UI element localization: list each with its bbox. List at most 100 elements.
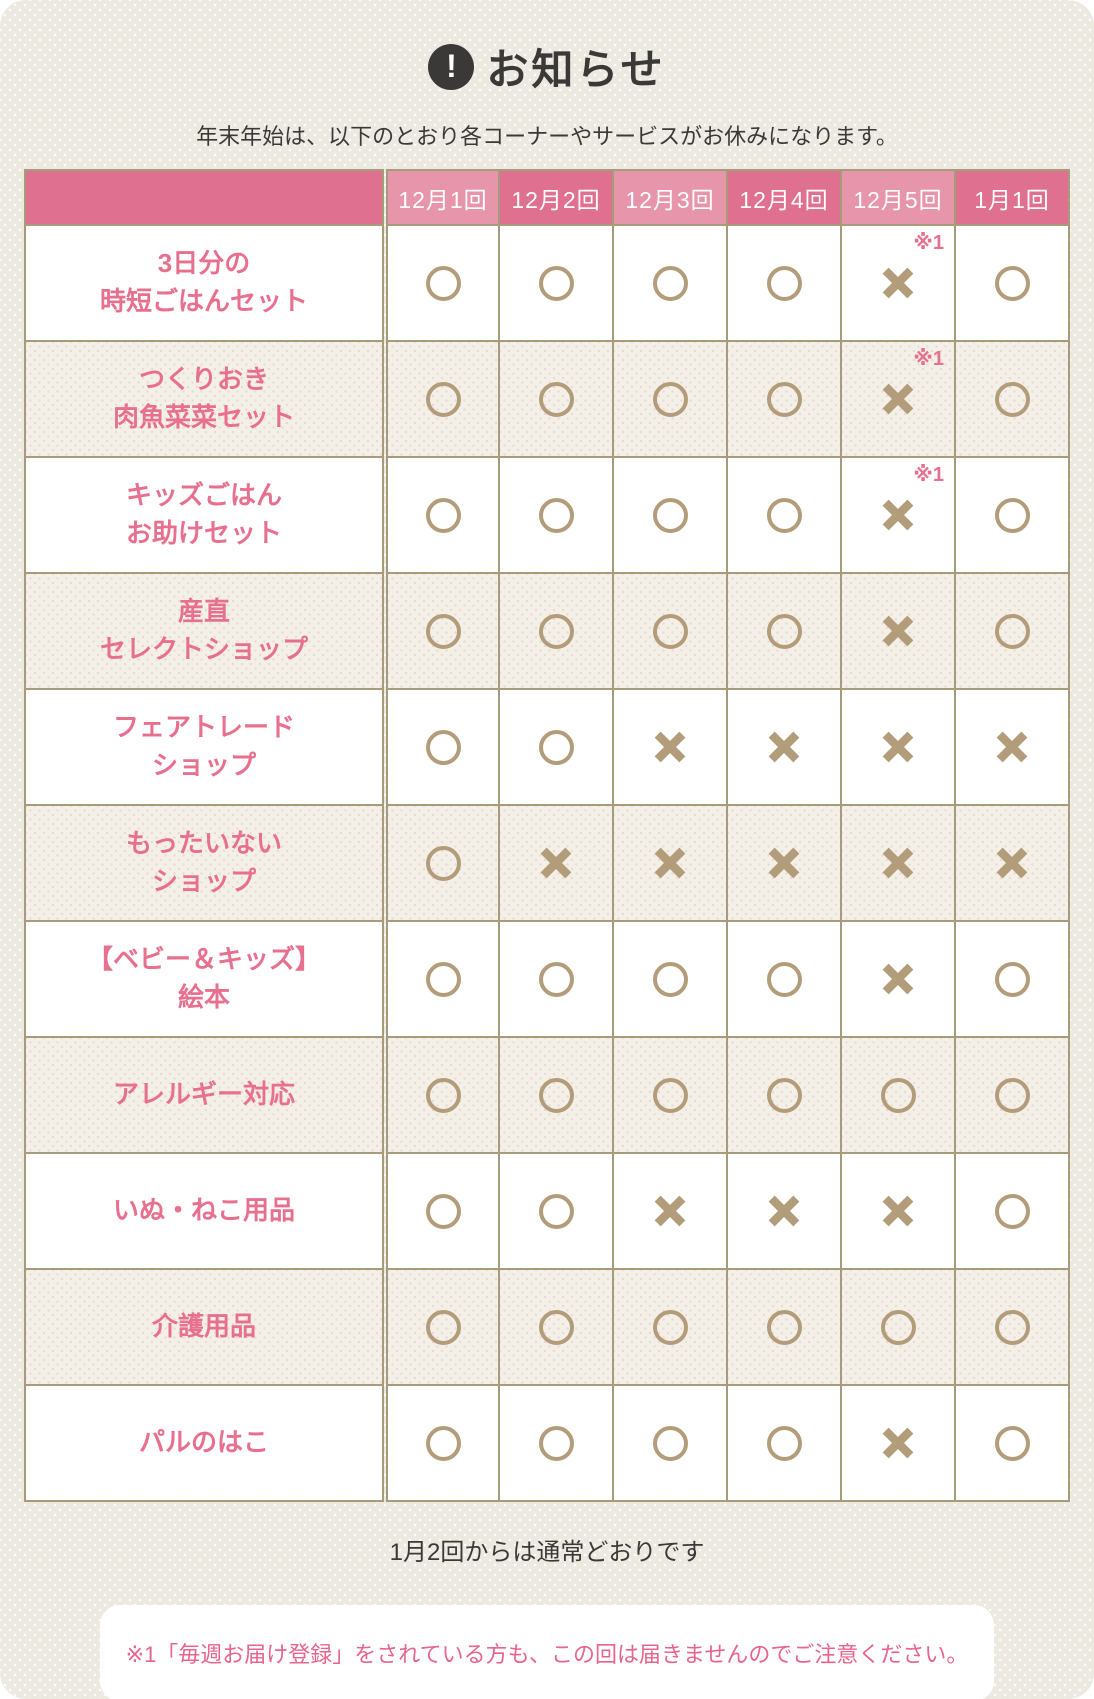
schedule-cell <box>612 340 728 458</box>
row-label: フェアトレード ショップ <box>24 688 388 806</box>
schedule-cell <box>954 340 1070 458</box>
footer-note: 1月2回からは通常どおりです <box>389 1539 705 1566</box>
circle-icon <box>766 497 802 533</box>
circle-icon <box>425 1309 461 1345</box>
exclamation-glyph: ! <box>446 47 457 84</box>
schedule-cell <box>384 804 500 922</box>
circle-icon <box>766 613 802 649</box>
row-label: いぬ・ねこ用品 <box>24 1152 388 1270</box>
schedule-cell <box>612 1152 728 1270</box>
schedule-cell <box>498 804 614 922</box>
circle-icon <box>652 1309 688 1345</box>
page-header: ! お知らせ <box>0 36 1094 97</box>
schedule-cell <box>954 1268 1070 1386</box>
schedule-cell <box>498 1384 614 1502</box>
schedule-cell <box>954 804 1070 922</box>
schedule-cell <box>612 1268 728 1386</box>
circle-icon <box>425 381 461 417</box>
schedule-cell <box>384 340 500 458</box>
cross-icon <box>882 963 914 995</box>
row-label: パルのはこ <box>24 1384 388 1502</box>
cross-icon <box>882 847 914 879</box>
schedule-cell <box>954 456 1070 574</box>
schedule-cell <box>498 572 614 690</box>
circle-icon <box>425 613 461 649</box>
circle-icon <box>652 961 688 997</box>
schedule-cell <box>840 1384 956 1502</box>
circle-icon <box>652 265 688 301</box>
circle-icon <box>538 1309 574 1345</box>
schedule-header-row: 12月1回 12月2回 12月3回 12月4回 12月5回 1月1回 <box>24 169 1070 226</box>
circle-icon <box>880 1309 916 1345</box>
circle-icon <box>538 497 574 533</box>
schedule-cell <box>612 688 728 806</box>
legend-note-box: ※1「毎週お届け登録」をされている方も、この回は届きませんのでご注意ください。 <box>100 1605 994 1699</box>
exclamation-icon: ! <box>428 43 475 90</box>
schedule-cell <box>954 920 1070 1038</box>
schedule-cell <box>954 1384 1070 1502</box>
schedule-cell <box>954 224 1070 342</box>
table-row: いぬ・ねこ用品 <box>24 1152 1070 1270</box>
table-row: 介護用品 <box>24 1268 1070 1386</box>
schedule-cell <box>840 572 956 690</box>
schedule-cell <box>954 688 1070 806</box>
circle-icon <box>538 381 574 417</box>
cross-icon <box>882 731 914 763</box>
note-marker: ※1 <box>913 348 944 370</box>
circle-icon <box>538 265 574 301</box>
schedule-cell <box>726 456 842 574</box>
column-header: 12月5回 <box>840 169 956 226</box>
schedule-cell <box>384 456 500 574</box>
circle-icon <box>766 961 802 997</box>
circle-icon <box>425 497 461 533</box>
circle-icon <box>766 1425 802 1461</box>
circle-icon <box>425 845 461 881</box>
schedule-cell: ※1 <box>840 224 956 342</box>
circle-icon <box>425 265 461 301</box>
table-row: もったいない ショップ <box>24 804 1070 922</box>
cross-icon <box>768 847 800 879</box>
schedule-cell: ※1 <box>840 456 956 574</box>
schedule-cell <box>840 688 956 806</box>
cross-icon <box>996 847 1028 879</box>
row-label: 産直 セレクトショップ <box>24 572 388 690</box>
schedule-cell <box>726 1152 842 1270</box>
cross-icon <box>540 847 572 879</box>
circle-icon <box>538 613 574 649</box>
cross-icon <box>768 731 800 763</box>
schedule-cell <box>726 804 842 922</box>
circle-icon <box>994 497 1030 533</box>
circle-icon <box>994 1077 1030 1113</box>
cross-icon <box>882 383 914 415</box>
row-label: 【ベビー＆キッズ】 絵本 <box>24 920 388 1038</box>
cross-icon <box>768 1195 800 1227</box>
row-label: アレルギー対応 <box>24 1036 388 1154</box>
schedule-cell <box>498 1036 614 1154</box>
cross-icon <box>654 1195 686 1227</box>
circle-icon <box>652 1425 688 1461</box>
schedule-cell <box>384 1384 500 1502</box>
circle-icon <box>880 1077 916 1113</box>
cross-icon <box>654 731 686 763</box>
column-header: 1月1回 <box>954 169 1070 226</box>
legend-note-text: ※1「毎週お届け登録」をされている方も、この回は届きませんのでご注意ください。 <box>125 1642 969 1667</box>
page-subtitle: 年末年始は、以下のとおり各コーナーやサービスがお休みになります。 <box>196 124 898 149</box>
circle-icon <box>538 1425 574 1461</box>
circle-icon <box>425 1193 461 1229</box>
schedule-cell <box>726 224 842 342</box>
schedule-cell <box>384 688 500 806</box>
circle-icon <box>994 1309 1030 1345</box>
schedule-cell <box>498 1152 614 1270</box>
schedule-cell <box>384 920 500 1038</box>
schedule-cell <box>612 804 728 922</box>
schedule-cell <box>612 224 728 342</box>
schedule-cell <box>612 1036 728 1154</box>
schedule-cell <box>840 1036 956 1154</box>
schedule-cell <box>384 224 500 342</box>
circle-icon <box>425 1425 461 1461</box>
circle-icon <box>766 1309 802 1345</box>
schedule-cell: ※1 <box>840 340 956 458</box>
schedule-cell <box>954 1036 1070 1154</box>
page-title: お知らせ <box>486 46 666 93</box>
circle-icon <box>994 265 1030 301</box>
